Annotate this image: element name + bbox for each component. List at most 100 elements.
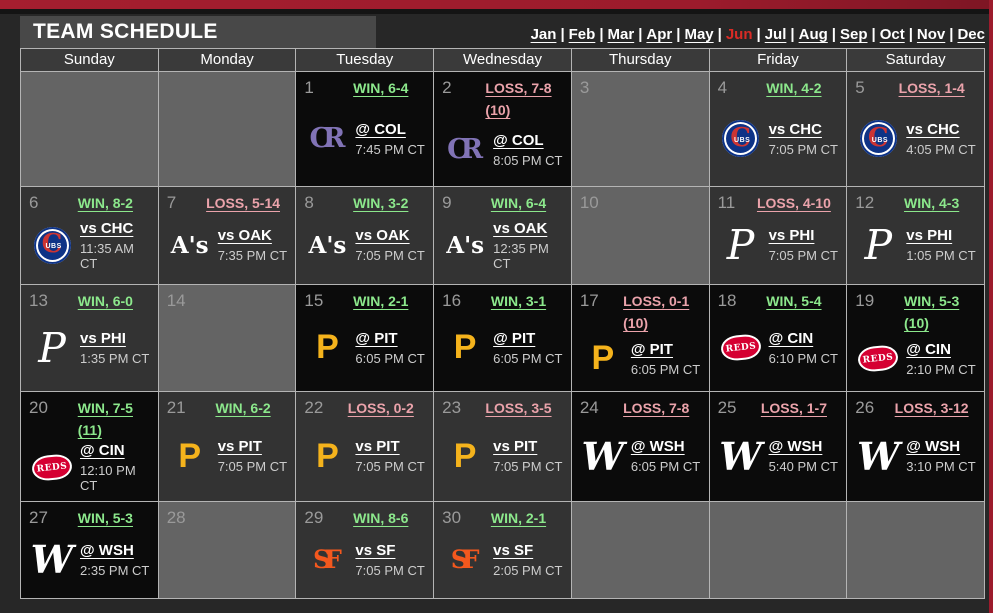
- opponent-link[interactable]: @ PIT: [355, 329, 398, 347]
- opponent-link[interactable]: @ WSH: [630, 438, 685, 456]
- day-number: 19: [855, 291, 875, 310]
- calendar-cell-jun-3: 3: [571, 72, 710, 187]
- result-link[interactable]: WIN, 2-1: [353, 293, 409, 309]
- opponent-link[interactable]: vs PIT: [355, 438, 400, 456]
- result-link[interactable]: WIN, 6-4: [353, 80, 409, 96]
- month-link-feb[interactable]: Feb: [568, 26, 596, 43]
- result-link[interactable]: WIN, 4-2: [766, 80, 822, 96]
- giants-logo: SF: [450, 545, 480, 575]
- result-link[interactable]: WIN, 5-3 (10): [904, 293, 960, 331]
- month-link-apr[interactable]: Apr: [646, 26, 673, 43]
- month-separator: |: [949, 26, 954, 43]
- result-link[interactable]: WIN, 2-1: [490, 510, 547, 526]
- opponent-link[interactable]: vs SF: [493, 541, 534, 559]
- result-link[interactable]: LOSS, 4-10: [756, 195, 831, 211]
- month-link-jul[interactable]: Jul: [764, 26, 787, 43]
- opponent-link[interactable]: @ CIN: [906, 340, 951, 358]
- result-link[interactable]: LOSS, 0-2: [347, 400, 414, 416]
- opponent-link[interactable]: vs CHC: [80, 219, 134, 237]
- month-link-may[interactable]: May: [684, 26, 714, 43]
- calendar-cell-jun-24: 24 LOSS, 7-8 W @ WSH 6:05 PM CT: [571, 392, 710, 502]
- result-link[interactable]: WIN, 6-4: [490, 195, 547, 211]
- rockies-logo: CR: [447, 134, 483, 166]
- opponent-link[interactable]: vs OAK: [355, 227, 410, 245]
- opponent-link[interactable]: vs SF: [355, 541, 396, 559]
- result-link[interactable]: WIN, 7-5 (11): [77, 400, 133, 438]
- month-link-sep[interactable]: Sep: [839, 26, 868, 43]
- opponent-link[interactable]: @ COL: [355, 120, 406, 138]
- opponent-link[interactable]: @ PIT: [630, 340, 673, 358]
- calendar-cell-jun-16: 16 WIN, 3-1 P @ PIT 6:05 PM CT: [434, 285, 572, 392]
- calendar-cell-jun-27: 27 WIN, 5-3 W @ WSH 2:35 PM CT: [21, 502, 159, 599]
- result-link[interactable]: WIN, 6-0: [77, 293, 133, 309]
- result-link[interactable]: WIN, 5-3: [77, 510, 133, 526]
- calendar-cell-jun-8: 8 WIN, 3-2 A's vs OAK 7:05 PM CT: [296, 187, 435, 285]
- opponent-link[interactable]: vs CHC: [906, 120, 960, 138]
- opponent-link[interactable]: @ WSH: [80, 541, 134, 559]
- day-number: 3: [579, 78, 590, 97]
- result-link[interactable]: WIN, 8-2: [77, 195, 133, 211]
- day-number: 17: [579, 291, 599, 310]
- right-accent-edge: [989, 0, 993, 613]
- athletics-logo: A's: [308, 231, 347, 259]
- day-number: 7: [166, 193, 177, 212]
- opponent-link[interactable]: vs PIT: [493, 438, 538, 456]
- result-link[interactable]: LOSS, 5-14: [206, 195, 281, 211]
- result-link[interactable]: WIN, 5-4: [766, 293, 822, 309]
- calendar-cell-jun-14: 14: [158, 285, 297, 392]
- month-link-mar[interactable]: Mar: [607, 26, 635, 43]
- opponent-link[interactable]: vs CHC: [768, 120, 822, 138]
- result-link[interactable]: WIN, 8-6: [353, 510, 409, 526]
- calendar-cell-jun-21: 21 WIN, 6-2 P vs PIT 7:05 PM CT: [158, 392, 297, 502]
- result-link[interactable]: WIN, 3-2: [353, 195, 409, 211]
- day-number: 27: [29, 508, 48, 527]
- calendar-cell-jun-26: 26 LOSS, 3-12 W @ WSH 3:10 PM CT: [847, 392, 985, 502]
- opponent-link[interactable]: vs OAK: [493, 219, 548, 237]
- month-link-nov[interactable]: Nov: [916, 26, 946, 43]
- result-link[interactable]: WIN, 6-2: [215, 400, 271, 416]
- result-link[interactable]: LOSS, 1-4: [898, 80, 965, 96]
- opponent-link[interactable]: @ PIT: [493, 329, 536, 347]
- game-time: 2:10 PM CT: [906, 361, 976, 377]
- nationals-logo: W: [856, 433, 900, 479]
- month-link-jun-active[interactable]: Jun: [725, 26, 753, 43]
- month-link-oct[interactable]: Oct: [879, 26, 905, 43]
- calendar-cell-jun-30: 30 WIN, 2-1 SF vs SF 2:05 PM CT: [434, 502, 572, 599]
- game-time: 6:05 PM CT: [493, 350, 563, 366]
- day-number: 21: [166, 398, 186, 417]
- day-number: 9: [442, 193, 452, 212]
- result-link[interactable]: LOSS, 7-8: [623, 400, 690, 416]
- month-nav: Jan | Feb | Mar | Apr | May | Jun | Jul | Aug | Sep | Oct |…: [376, 26, 985, 48]
- month-link-jan[interactable]: Jan: [530, 26, 557, 43]
- result-link[interactable]: WIN, 3-1: [490, 293, 547, 309]
- month-link-aug[interactable]: Aug: [798, 26, 828, 43]
- pirates-logo: P: [178, 436, 202, 475]
- game-time: 7:05 PM CT: [355, 562, 425, 578]
- month-link-dec[interactable]: Dec: [957, 26, 985, 43]
- opponent-link[interactable]: vs PHI: [768, 227, 815, 245]
- result-link[interactable]: WIN, 4-3: [904, 195, 960, 211]
- result-link[interactable]: LOSS, 0-1 (10): [623, 293, 690, 331]
- calendar-cell-blank: [21, 72, 159, 187]
- day-number: 16: [442, 291, 462, 310]
- game-time: 6:05 PM CT: [630, 361, 701, 377]
- result-link[interactable]: LOSS, 3-12: [894, 400, 969, 416]
- opponent-link[interactable]: vs OAK: [217, 227, 272, 245]
- calendar-cell-jun-2: 2 LOSS, 7-8 (10) CR @ COL 8:05 PM CT: [434, 72, 572, 187]
- opponent-link[interactable]: vs PHI: [906, 227, 953, 245]
- opponent-link[interactable]: @ CIN: [768, 329, 814, 347]
- opponent-link[interactable]: @ COL: [493, 131, 544, 149]
- result-link[interactable]: LOSS, 1-7: [760, 400, 827, 416]
- month-separator: |: [756, 26, 761, 43]
- day-number: 8: [304, 193, 314, 212]
- opponent-link[interactable]: @ WSH: [906, 438, 961, 456]
- result-link[interactable]: LOSS, 7-8 (10): [485, 80, 552, 118]
- calendar-cell-jun-17: 17 LOSS, 0-1 (10) P @ PIT 6:05 PM CT: [571, 285, 710, 392]
- opponent-link[interactable]: vs PIT: [217, 438, 262, 456]
- game-time: 12:10 PM CT: [80, 462, 136, 493]
- opponent-link[interactable]: vs PHI: [80, 329, 126, 347]
- pirates-logo: P: [316, 328, 339, 367]
- opponent-link[interactable]: @ WSH: [768, 438, 823, 456]
- opponent-link[interactable]: @ CIN: [80, 441, 125, 459]
- result-link[interactable]: LOSS, 3-5: [485, 400, 552, 416]
